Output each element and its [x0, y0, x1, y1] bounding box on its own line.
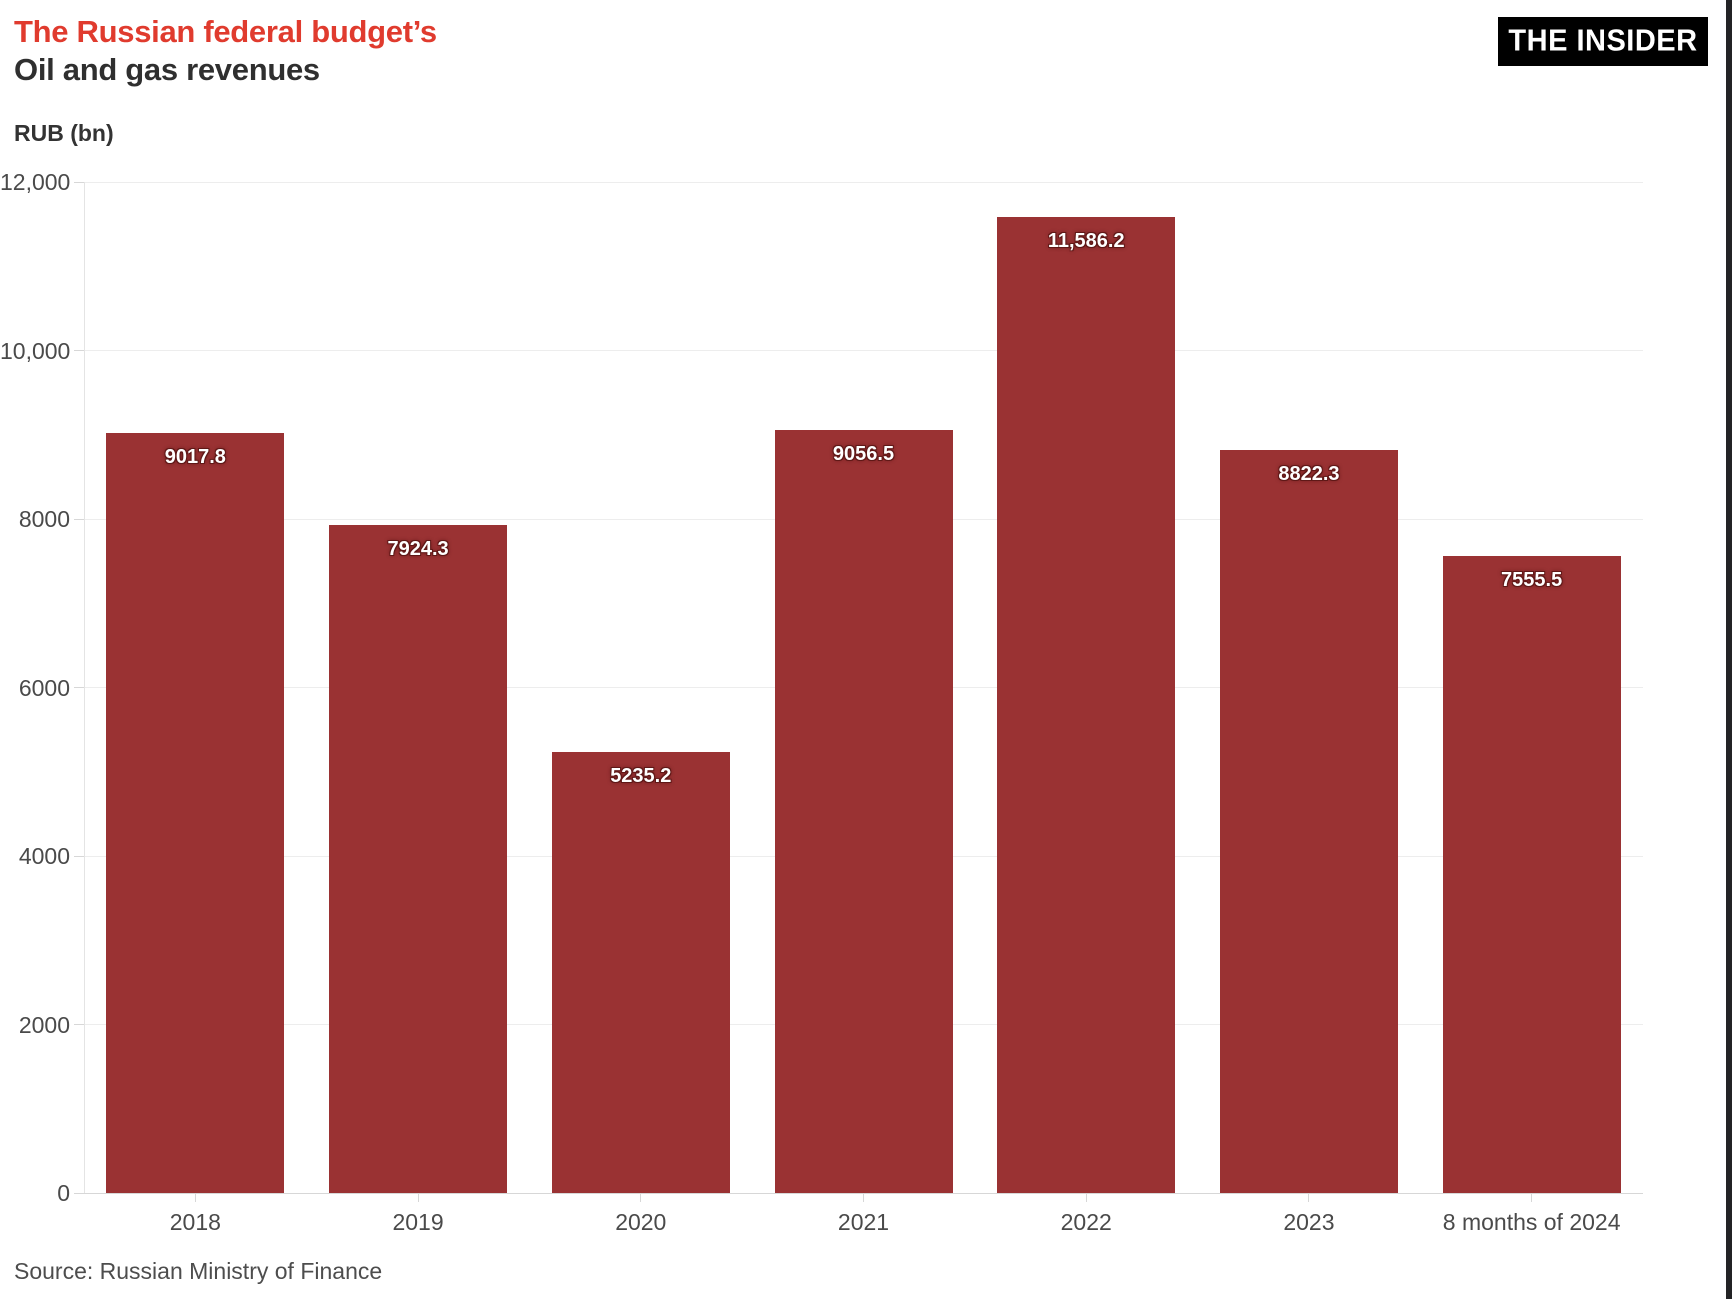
the-insider-logo: THE INSIDER	[1498, 17, 1708, 66]
bar-2022	[997, 216, 1176, 1193]
bar-value-label-2021: 9056.5	[832, 442, 895, 465]
chart-title: Oil and gas revenues	[14, 52, 320, 87]
bar-value-label-2018: 9017.8	[164, 446, 226, 469]
chart-title-accent: The Russian federal budget’s	[14, 14, 437, 49]
x-axis-tick-2021	[863, 1193, 864, 1202]
x-axis-label-2018: 2018	[169, 1209, 221, 1235]
right-edge-strip	[1726, 0, 1732, 1299]
bar-value-label-2022: 11,586.2	[1047, 229, 1125, 252]
bar-value-label-2023: 8822.3	[1278, 462, 1340, 485]
y-axis-tick-label: 0	[57, 1180, 70, 1206]
bar-2021	[774, 429, 953, 1193]
x-axis-tick-2020	[640, 1193, 642, 1202]
bar-2018	[106, 433, 285, 1193]
bar-2019	[329, 525, 508, 1193]
y-axis-tick-label: 10,000	[0, 337, 71, 364]
y-axis-tick-12000	[74, 181, 84, 183]
bar-2020	[551, 751, 730, 1193]
y-axis-line	[84, 182, 85, 1193]
x-axis-label-8-months-of-2024: 8 months of 2024	[1442, 1209, 1621, 1235]
bar-value-label-8-months-of-2024: 7555.5	[1501, 569, 1563, 592]
x-axis-tick-2018	[194, 1193, 196, 1202]
the-insider-logo-text: THE INSIDER	[1508, 24, 1698, 58]
gridline-10000	[84, 350, 1643, 351]
y-axis-tick-label: 12,000	[0, 169, 71, 195]
bar-2023	[1219, 449, 1398, 1193]
x-axis-label-2019: 2019	[392, 1209, 444, 1235]
y-axis-tick-4000	[74, 855, 84, 857]
y-axis-tick-8000	[74, 518, 84, 520]
y-axis-tick-label: 8000	[18, 506, 70, 532]
x-axis-tick-8-months-of-2024	[1531, 1193, 1533, 1202]
x-axis-label-2022: 2022	[1060, 1209, 1112, 1235]
y-axis-tick-10000	[74, 350, 84, 351]
x-axis-label-2021: 2021	[837, 1209, 890, 1235]
x-axis-label-2020: 2020	[615, 1209, 667, 1235]
bar-value-label-2020: 5235.2	[610, 764, 672, 787]
y-axis-tick-label: 2000	[18, 1011, 70, 1038]
y-axis-tick-label: 6000	[18, 674, 70, 701]
y-axis-tick-label: 4000	[18, 843, 70, 869]
x-axis-tick-2019	[417, 1193, 419, 1202]
x-axis-label-2023: 2023	[1283, 1209, 1335, 1235]
y-axis-unit-label: RUB (bn)	[14, 120, 114, 146]
source-note: Source: Russian Ministry of Finance	[14, 1258, 383, 1284]
bar-8-months-of-2024	[1442, 556, 1621, 1193]
y-axis-tick-6000	[74, 687, 84, 688]
bar-value-label-2019: 7924.3	[387, 538, 449, 561]
y-axis-tick-0	[74, 1192, 84, 1194]
x-axis-tick-2023	[1308, 1193, 1310, 1202]
y-axis-tick-2000	[74, 1024, 84, 1025]
gridline-12000	[84, 181, 1643, 183]
x-axis-tick-2022	[1085, 1193, 1087, 1202]
